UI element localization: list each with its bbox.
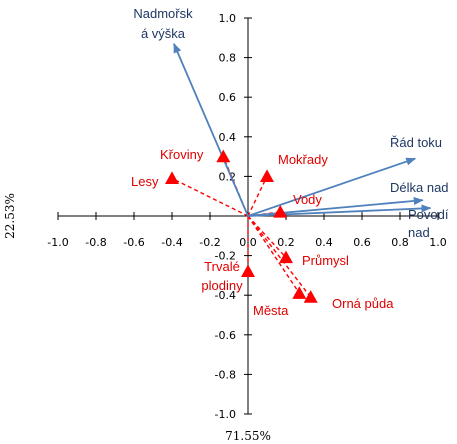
species-label: Průmysl [302, 253, 349, 268]
species-dashed-line [247, 215, 287, 259]
y-tick-label: 1.0 [219, 12, 237, 25]
env-vector-label-line: Řád toku [390, 135, 442, 150]
env-vector-label: Délka nad [390, 180, 449, 195]
x-tick-label: 0.6 [353, 236, 371, 249]
species-dashed-line [247, 215, 300, 294]
species-label: Města [253, 303, 289, 318]
species-dashed-line [247, 176, 268, 217]
species-label: Vody [293, 192, 322, 207]
species-triangle [279, 250, 293, 264]
env-vector-label: Řád toku [390, 135, 442, 150]
species-label: Křoviny [160, 147, 204, 162]
species-label-line: Vody [293, 192, 322, 207]
axes: -1.0 -0.8 -0.6 -0.4 -0.2 0.0 0.2 0.4 0.6 0.8 1.0-1… [47, 12, 446, 421]
species-triangle [292, 286, 307, 299]
x-tick-label: 0.8 [391, 236, 409, 249]
x-tick-label: -0.2 [199, 236, 220, 249]
x-tick-label: -1.0 [47, 236, 68, 249]
y-tick-label: -0.4 [215, 289, 236, 302]
labels: Nadmořsk á výška Řád toku Délka nad Povodí na… [131, 6, 449, 318]
species-label-line: plodiny [201, 278, 243, 293]
species-label-line: Průmysl [302, 253, 349, 268]
x-tick-label: -0.4 [161, 236, 182, 249]
x-tick-label: -0.8 [85, 236, 106, 249]
x-tick-label: 0.0 [239, 236, 257, 249]
species-label: Lesy [131, 174, 159, 189]
species-points [165, 149, 318, 303]
y-tick-label: 0.8 [219, 52, 237, 65]
env-vector-label-line: nad [408, 225, 430, 240]
env-vector-label: Povodí nad [408, 207, 449, 240]
species-dashed-line [171, 177, 249, 217]
env-vector-arrow [247, 196, 424, 217]
env-vector-label: Nadmořsk á výška [133, 6, 193, 41]
species-triangle [216, 149, 231, 163]
env-vector-label-line: Nadmořsk [133, 6, 193, 21]
x-tick-label: -0.6 [123, 236, 144, 249]
species-lines [171, 156, 312, 298]
species-label-line: Orná půda [332, 296, 394, 311]
y-axis-title: 22.53% [3, 193, 17, 239]
env-vector-arrow [247, 157, 417, 217]
env-vector-label-line: Délka nad [390, 180, 449, 195]
x-axis-title: 71.55% [225, 429, 271, 443]
y-tick-label: -0.8 [215, 368, 236, 381]
species-label-line: Mokřady [278, 152, 328, 167]
species-triangle [303, 290, 318, 303]
species-label: Orná půda [332, 296, 394, 311]
x-tick-label: 0.2 [277, 236, 295, 249]
env-vector-arrow [173, 42, 249, 217]
species-triangle [273, 205, 288, 218]
y-tick-label: 0.6 [219, 91, 237, 104]
species-dashed-line [247, 215, 312, 298]
species-label: Trvalé plodiny [201, 259, 243, 293]
species-label-line: Trvalé [204, 259, 240, 274]
y-tick-label: -1.0 [215, 408, 236, 421]
x-tick-label: 1.0 [429, 236, 447, 249]
y-tick-label: -0.6 [215, 329, 236, 342]
y-tick-label: -0.2 [215, 250, 236, 263]
species-label-line: Města [253, 303, 289, 318]
species-triangle [260, 169, 274, 182]
y-tick-label: 0.4 [219, 131, 237, 144]
species-triangle [241, 264, 255, 278]
species-label: Mokřady [278, 152, 328, 167]
species-label-line: Křoviny [160, 147, 204, 162]
x-tick-label: 0.4 [315, 236, 333, 249]
species-triangle [165, 171, 179, 184]
env-vector-label-line: Povodí [408, 207, 449, 222]
env-vector-label-line: á výška [141, 26, 186, 41]
species-label-line: Lesy [131, 174, 159, 189]
